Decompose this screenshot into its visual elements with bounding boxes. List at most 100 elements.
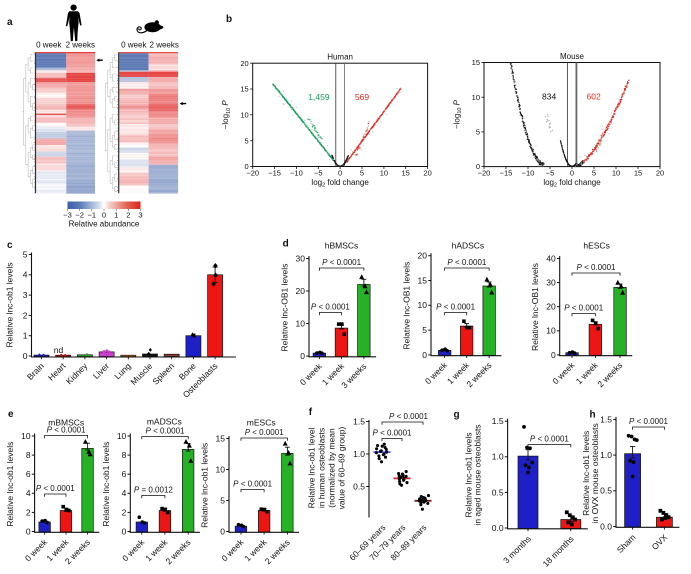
svg-text:5: 5 — [360, 169, 364, 178]
svg-text:3: 3 — [23, 290, 28, 300]
svg-text:10: 10 — [240, 110, 248, 119]
svg-text:value of 60–69 group): value of 60–69 group) — [337, 426, 347, 509]
svg-text:15: 15 — [472, 58, 480, 67]
svg-text:1.0: 1.0 — [492, 452, 504, 462]
svg-text:1: 1 — [23, 331, 28, 341]
svg-text:1.0: 1.0 — [600, 450, 612, 460]
svg-text:5: 5 — [422, 325, 427, 335]
svg-text:f: f — [309, 407, 313, 418]
svg-text:hBMSCs: hBMSCs — [325, 241, 359, 251]
svg-text:3: 3 — [138, 211, 142, 220]
svg-text:5: 5 — [23, 249, 28, 259]
svg-text:2 weeks: 2 weeks — [66, 40, 95, 49]
svg-text:8: 8 — [26, 450, 31, 460]
svg-text:20: 20 — [418, 251, 428, 261]
svg-text:10: 10 — [546, 326, 556, 336]
svg-text:Relative lnc-ob1 levels: Relative lnc-ob1 levels — [581, 431, 591, 516]
svg-text:834: 834 — [542, 91, 556, 101]
svg-text:0: 0 — [422, 350, 427, 360]
svg-text:20: 20 — [296, 286, 306, 296]
svg-text:2: 2 — [122, 507, 127, 517]
svg-text:mADSCs: mADSCs — [147, 417, 182, 427]
svg-text:15: 15 — [634, 169, 642, 178]
svg-text:10: 10 — [418, 300, 428, 310]
svg-text:−15: −15 — [500, 169, 513, 178]
svg-text:−log10 P: −log10 P — [453, 99, 464, 129]
svg-text:P < 0.0001: P < 0.0001 — [629, 417, 668, 426]
svg-text:Relative lnc-ob1 levels: Relative lnc-ob1 levels — [5, 262, 15, 347]
svg-text:40: 40 — [546, 253, 556, 263]
svg-text:1.5: 1.5 — [492, 416, 504, 426]
svg-text:2: 2 — [126, 211, 130, 220]
svg-text:P < 0.0001: P < 0.0001 — [389, 412, 428, 421]
svg-text:0: 0 — [476, 162, 480, 171]
svg-text:log2 fold change: log2 fold change — [543, 178, 601, 189]
svg-text:10: 10 — [612, 169, 620, 178]
svg-text:4: 4 — [26, 488, 31, 498]
svg-text:Relative lnc-ob1 levels: Relative lnc-ob1 levels — [5, 442, 15, 527]
svg-text:−10: −10 — [522, 169, 535, 178]
svg-text:0: 0 — [338, 169, 342, 178]
svg-text:20: 20 — [240, 59, 248, 68]
svg-text:1.5: 1.5 — [600, 414, 612, 424]
svg-text:0.5: 0.5 — [353, 481, 365, 491]
svg-text:30: 30 — [296, 253, 306, 263]
svg-text:5: 5 — [220, 495, 225, 505]
svg-text:20: 20 — [546, 302, 556, 312]
svg-text:Human: Human — [327, 53, 353, 62]
svg-text:P = 0.0012: P = 0.0012 — [134, 486, 173, 495]
svg-text:−5: −5 — [314, 169, 323, 178]
svg-text:Mouse: Mouse — [560, 52, 585, 61]
svg-text:Relative lnc-ob1 levels: Relative lnc-ob1 levels — [101, 442, 111, 527]
svg-text:1: 1 — [114, 211, 118, 220]
svg-text:8: 8 — [122, 450, 127, 460]
svg-text:mESCs: mESCs — [247, 418, 276, 428]
svg-text:Relative lnc-OB1 levels: Relative lnc-OB1 levels — [402, 262, 412, 350]
svg-text:−10: −10 — [290, 169, 303, 178]
svg-text:0: 0 — [122, 526, 127, 536]
svg-text:−2: −2 — [75, 211, 84, 220]
svg-text:0: 0 — [300, 351, 305, 361]
svg-text:e: e — [8, 409, 14, 420]
svg-text:h: h — [590, 410, 596, 421]
svg-text:1,459: 1,459 — [308, 92, 330, 102]
svg-text:0: 0 — [102, 211, 106, 220]
svg-text:log2 fold change: log2 fold change — [311, 178, 369, 189]
svg-text:15: 15 — [240, 85, 248, 94]
svg-text:1.5: 1.5 — [353, 416, 365, 426]
svg-text:6: 6 — [122, 469, 127, 479]
svg-text:mBMSCs: mBMSCs — [48, 418, 84, 428]
svg-text:−15: −15 — [268, 169, 281, 178]
svg-text:P < 0.0001: P < 0.0001 — [245, 428, 284, 437]
svg-text:−5: −5 — [546, 169, 555, 178]
svg-text:Relative lnc-OB1 levels: Relative lnc-OB1 levels — [530, 263, 540, 351]
svg-text:hESCs: hESCs — [583, 241, 609, 251]
svg-text:2 weeks: 2 weeks — [150, 40, 179, 49]
svg-text:0: 0 — [551, 350, 556, 360]
svg-text:602: 602 — [587, 91, 601, 101]
svg-text:−log10 P: −log10 P — [221, 100, 232, 130]
svg-text:10: 10 — [216, 464, 226, 474]
svg-text:10: 10 — [472, 93, 480, 102]
svg-text:(normalized by mean: (normalized by mean — [327, 428, 337, 508]
svg-text:hADSCs: hADSCs — [452, 241, 485, 251]
svg-text:Relative lnc-ob1 level: Relative lnc-ob1 level — [307, 427, 317, 508]
svg-text:0: 0 — [26, 526, 31, 536]
svg-text:g: g — [454, 410, 460, 421]
svg-text:Relative abundance: Relative abundance — [69, 220, 140, 229]
svg-text:Relative lnc-ob1 levels: Relative lnc-ob1 levels — [200, 443, 210, 528]
svg-text:P < 0.0001: P < 0.0001 — [36, 484, 75, 493]
svg-text:0 week: 0 week — [36, 40, 62, 49]
svg-text:P < 0.0001: P < 0.0001 — [311, 303, 350, 312]
svg-text:20: 20 — [656, 169, 664, 178]
svg-text:b: b — [226, 14, 232, 25]
svg-text:P < 0.0001: P < 0.0001 — [322, 258, 361, 267]
svg-text:569: 569 — [355, 92, 369, 102]
svg-text:c: c — [7, 240, 13, 251]
svg-text:0: 0 — [23, 351, 28, 361]
svg-text:15: 15 — [402, 169, 410, 178]
svg-text:P < 0.0001: P < 0.0001 — [564, 304, 603, 313]
svg-text:nd: nd — [54, 345, 64, 355]
svg-text:10: 10 — [117, 431, 127, 441]
svg-text:30: 30 — [546, 278, 556, 288]
